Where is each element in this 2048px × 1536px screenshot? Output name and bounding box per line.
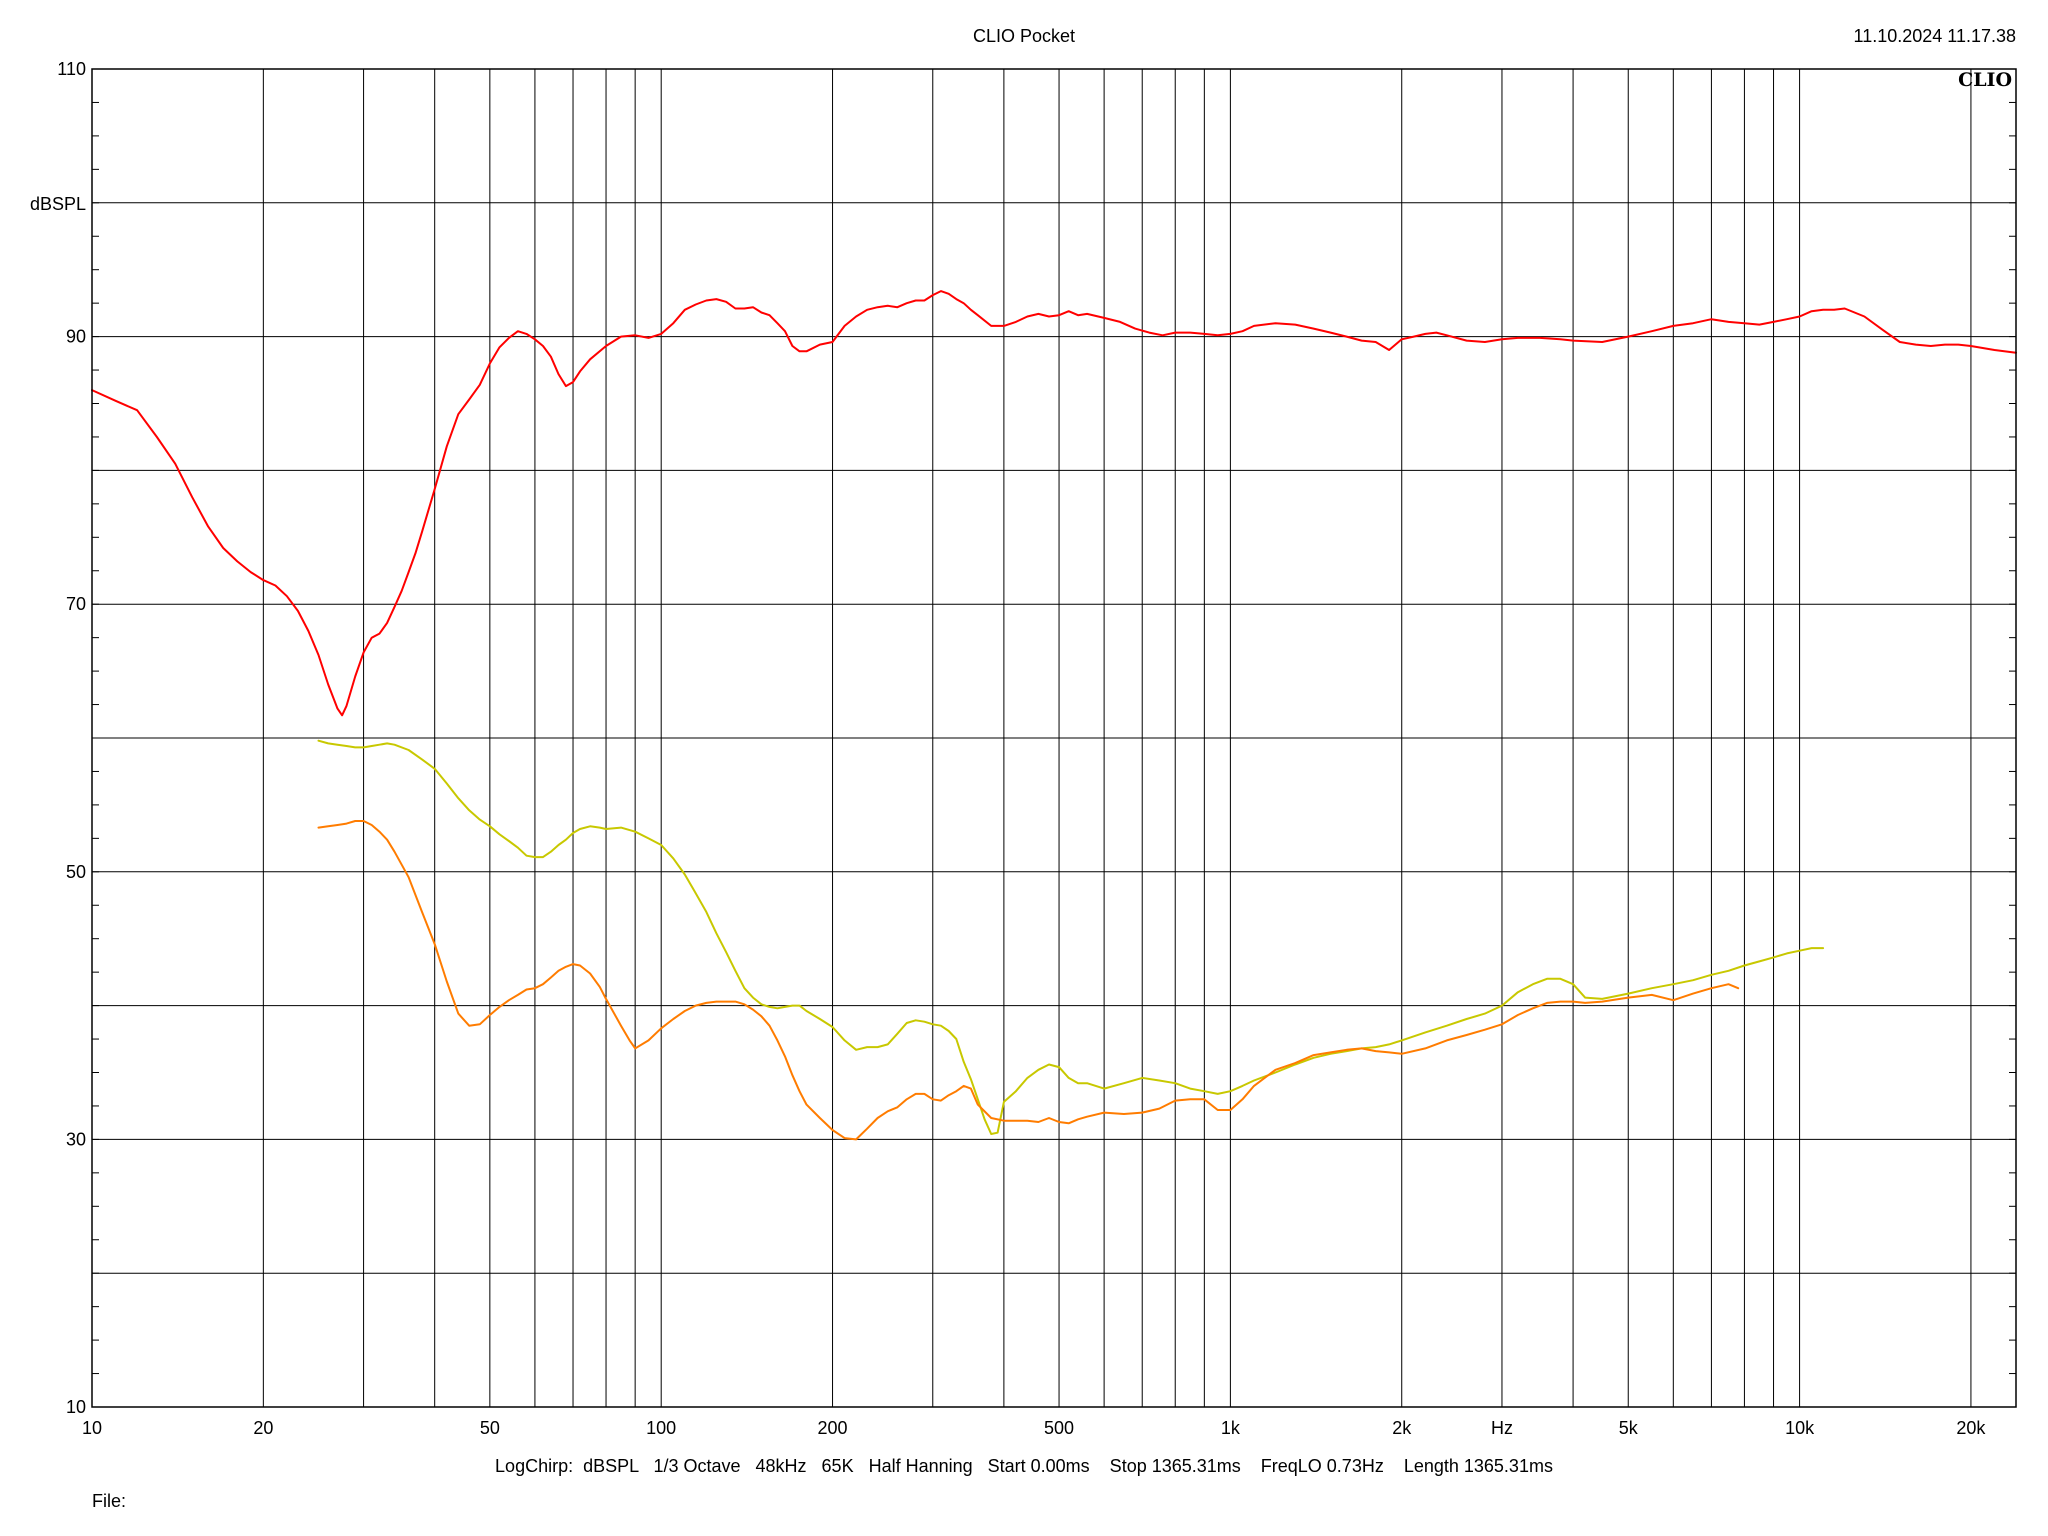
series-line-2 — [317, 739, 1825, 1135]
series-line-3 — [317, 820, 1740, 1141]
x-tick-label: 20 — [253, 1418, 273, 1438]
plot-frame — [91, 68, 2017, 1408]
x-tick-label: 1k — [1221, 1418, 1241, 1438]
y-tick-label: 110 — [57, 59, 86, 79]
x-tick-label: 100 — [646, 1418, 676, 1438]
x-tick-label: 500 — [1044, 1418, 1074, 1438]
chart-title: CLIO Pocket — [973, 26, 1075, 46]
grid — [92, 69, 2016, 1407]
y-axis-label: dBSPL — [30, 194, 86, 214]
y-tick-labels: 10 30 50 70 90 110 — [57, 59, 86, 1417]
y-tick-label: 10 — [66, 1397, 86, 1417]
x-axis-label: Hz — [1491, 1418, 1513, 1438]
x-tick-label: 5k — [1619, 1418, 1639, 1438]
x-tick-labels: 10 20 50 100 200 500 1k 2k 5k 10k 20k — [82, 1418, 1986, 1438]
x-tick-label: 200 — [818, 1418, 848, 1438]
x-tick-label: 50 — [480, 1418, 500, 1438]
clio-logo: CLIO — [1958, 69, 2012, 91]
x-tick-label: 2k — [1392, 1418, 1412, 1438]
y-tick-label: 90 — [66, 327, 86, 347]
x-tick-label: 20k — [1956, 1418, 1986, 1438]
y-tick-label: 50 — [66, 862, 86, 882]
x-tick-label: 10 — [82, 1418, 102, 1438]
timestamp: 11.10.2024 11.17.38 — [1854, 26, 2016, 46]
series-group — [91, 290, 2017, 1141]
y-tick-label: 30 — [66, 1129, 86, 1149]
file-label: File: — [92, 1491, 126, 1511]
series-line-1 — [91, 290, 2017, 717]
x-tick-label: 10k — [1785, 1418, 1815, 1438]
measurement-settings: LogChirp: dBSPL 1/3 Octave 48kHz 65K Hal… — [495, 1456, 1553, 1476]
y-tick-label: 70 — [66, 594, 86, 614]
